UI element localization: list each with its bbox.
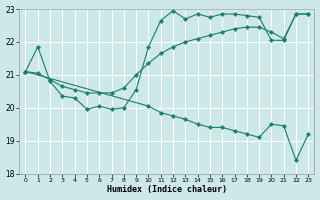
X-axis label: Humidex (Indice chaleur): Humidex (Indice chaleur) bbox=[107, 185, 227, 194]
